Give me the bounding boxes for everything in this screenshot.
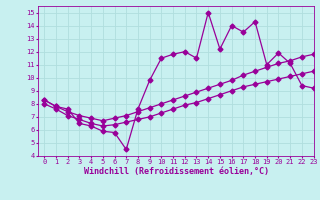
X-axis label: Windchill (Refroidissement éolien,°C): Windchill (Refroidissement éolien,°C) xyxy=(84,167,268,176)
